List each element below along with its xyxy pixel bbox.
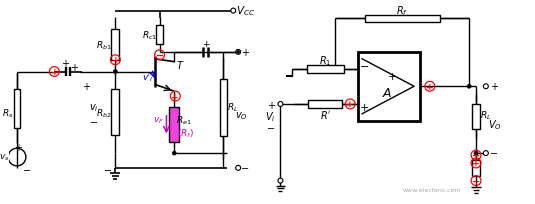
Circle shape xyxy=(278,178,283,183)
Circle shape xyxy=(484,151,488,156)
Circle shape xyxy=(467,85,471,89)
Text: $V_i$: $V_i$ xyxy=(265,109,276,123)
Circle shape xyxy=(172,151,176,155)
Text: −: − xyxy=(14,160,22,170)
Text: +: + xyxy=(202,39,210,48)
Text: $R_{e1}$: $R_{e1}$ xyxy=(177,114,192,126)
Text: $R_{b2}$: $R_{b2}$ xyxy=(96,106,111,119)
Text: $V_O$: $V_O$ xyxy=(488,118,501,132)
Text: $v_O$: $v_O$ xyxy=(235,109,248,121)
Text: $v_s$: $v_s$ xyxy=(0,152,9,162)
Text: $R_1$: $R_1$ xyxy=(319,54,331,67)
Text: −: − xyxy=(90,118,98,128)
Text: −: − xyxy=(104,165,112,175)
Text: +: + xyxy=(266,100,274,110)
Text: $R_{c1}$: $R_{c1}$ xyxy=(142,29,157,42)
Bar xyxy=(111,30,119,60)
Text: $R_f$: $R_f$ xyxy=(396,5,408,18)
Text: −: − xyxy=(360,61,370,71)
Text: +: + xyxy=(360,102,370,112)
Text: A: A xyxy=(383,86,391,99)
Bar xyxy=(111,90,119,135)
Text: +: + xyxy=(241,48,249,58)
Text: $V_{CC}$: $V_{CC}$ xyxy=(236,5,256,18)
Circle shape xyxy=(231,9,236,14)
Text: −: − xyxy=(266,123,274,133)
Bar xyxy=(472,104,480,129)
Text: $(R_f)$: $(R_f)$ xyxy=(177,127,194,139)
Text: −: − xyxy=(472,176,480,186)
Text: $R_L$: $R_L$ xyxy=(480,109,492,121)
Text: $R'$: $R'$ xyxy=(320,108,332,120)
Text: $v_i$: $v_i$ xyxy=(89,102,98,114)
Bar xyxy=(170,108,179,142)
Text: $v_F$: $v_F$ xyxy=(153,115,164,125)
Bar xyxy=(156,26,164,45)
Text: $v'_I$: $v'_I$ xyxy=(142,71,154,83)
Text: $R_L$: $R_L$ xyxy=(226,101,238,114)
Text: +: + xyxy=(490,82,498,92)
Text: +: + xyxy=(472,159,480,168)
Text: −: − xyxy=(156,51,164,61)
Bar xyxy=(219,80,227,136)
Text: T: T xyxy=(176,60,182,70)
Text: +: + xyxy=(61,58,69,68)
Text: +: + xyxy=(51,68,58,77)
Bar xyxy=(472,160,480,176)
Circle shape xyxy=(113,70,117,74)
Text: +: + xyxy=(171,92,179,101)
Circle shape xyxy=(474,151,478,155)
Text: $R_s$: $R_s$ xyxy=(3,106,14,119)
Circle shape xyxy=(236,50,241,55)
Bar xyxy=(13,89,20,128)
Text: $R_{b1}$: $R_{b1}$ xyxy=(96,39,111,51)
Bar xyxy=(308,101,342,108)
Text: +: + xyxy=(387,72,396,82)
Circle shape xyxy=(236,166,241,171)
Text: +: + xyxy=(70,62,78,72)
Circle shape xyxy=(236,51,240,54)
Text: +: + xyxy=(82,82,90,92)
Circle shape xyxy=(484,84,488,89)
Text: +: + xyxy=(346,100,354,109)
Text: www.elecfans.com: www.elecfans.com xyxy=(402,187,461,192)
Bar xyxy=(365,16,440,23)
Text: −: − xyxy=(490,148,498,158)
Text: −: − xyxy=(472,150,480,160)
Circle shape xyxy=(278,102,283,107)
Text: −: − xyxy=(23,165,31,175)
Text: +: + xyxy=(14,143,22,152)
Text: +: + xyxy=(111,56,119,65)
Bar xyxy=(307,65,343,73)
Text: −: − xyxy=(241,163,249,173)
Bar xyxy=(358,53,420,121)
Text: +: + xyxy=(426,82,434,91)
